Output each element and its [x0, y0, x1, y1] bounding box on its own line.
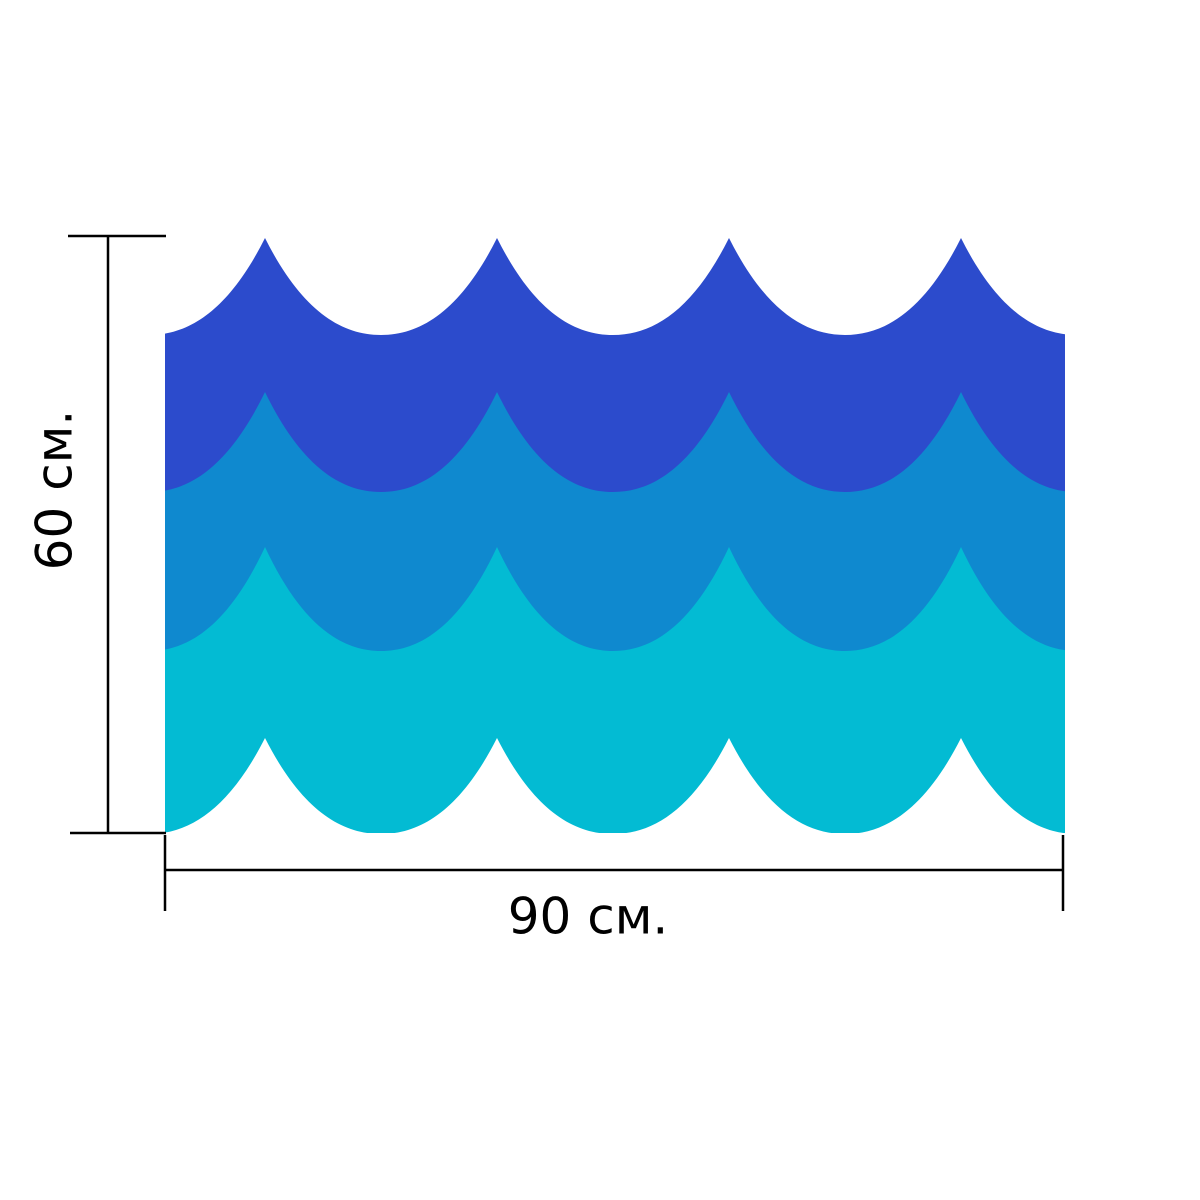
wave-pattern [165, 238, 1065, 1200]
height-dimension: 60 см. [26, 234, 166, 835]
wave-light [165, 547, 1065, 833]
width-label: 90 см. [508, 888, 669, 946]
width-dimension: 90 см. [163, 835, 1065, 946]
wave-bottom-edge [165, 738, 1065, 1200]
height-label: 60 см. [26, 410, 84, 571]
